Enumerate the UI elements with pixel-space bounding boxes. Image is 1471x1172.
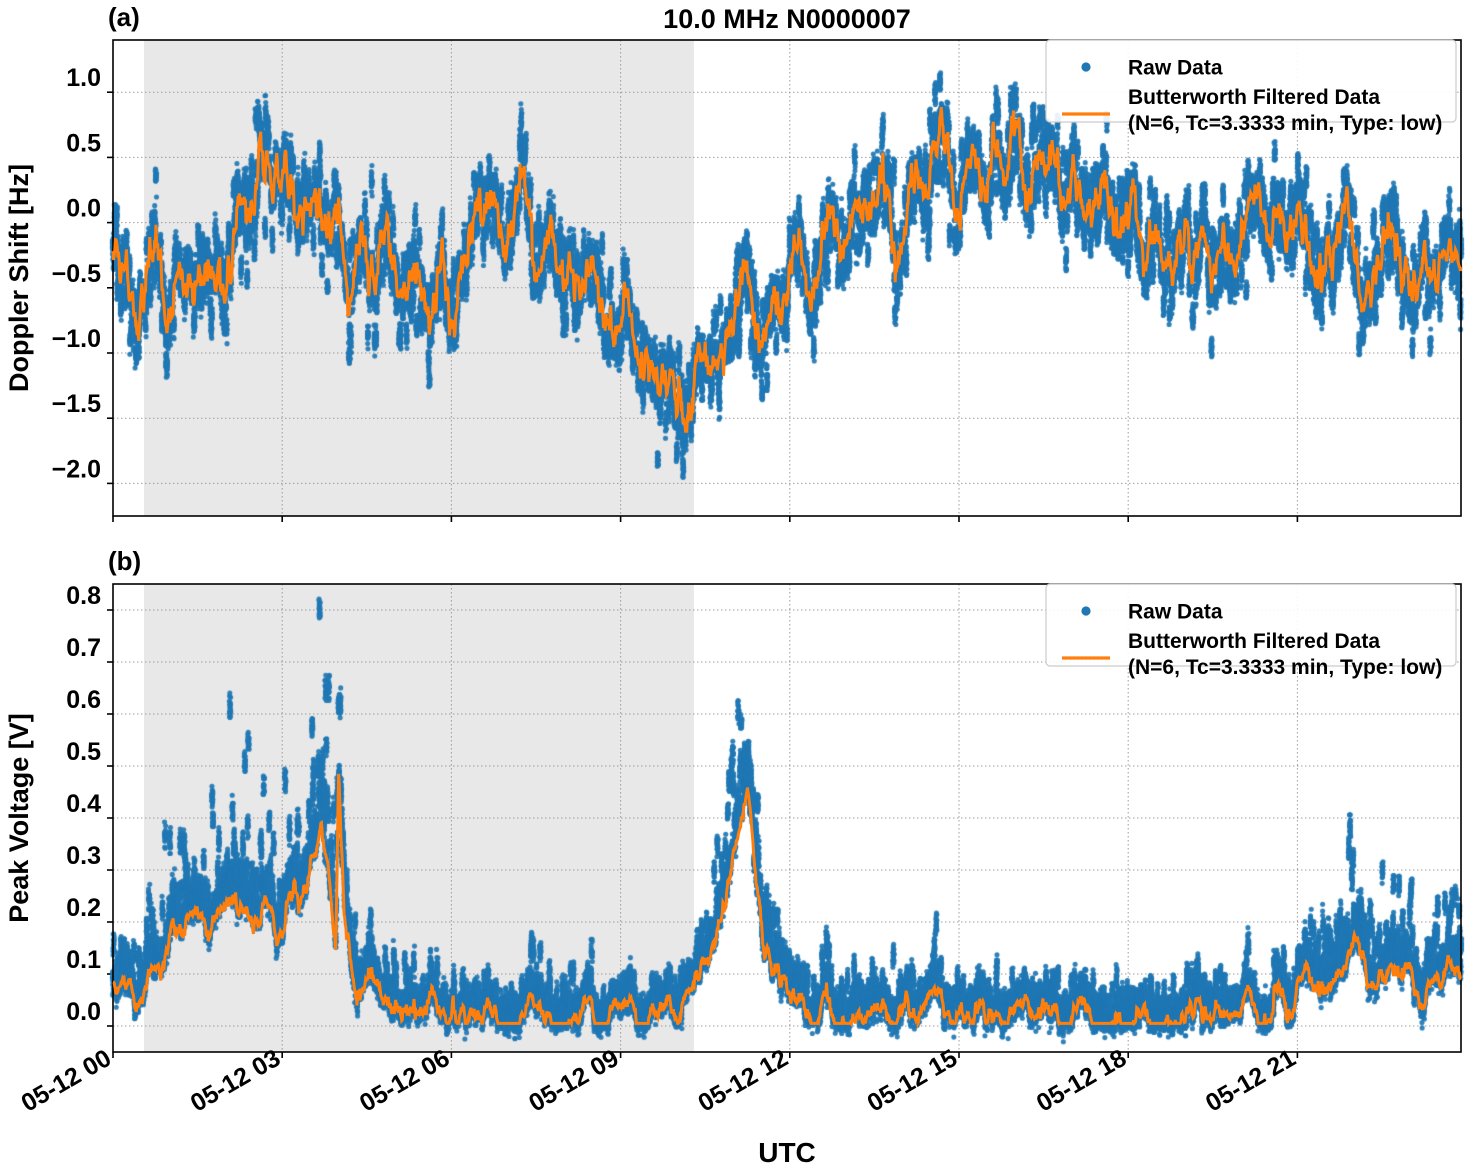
svg-text:05-12 00: 05-12 00 — [17, 1044, 116, 1118]
svg-text:0.0: 0.0 — [66, 998, 101, 1026]
svg-text:Doppler Shift [Hz]: Doppler Shift [Hz] — [4, 164, 34, 392]
svg-text:05-12 15: 05-12 15 — [863, 1044, 963, 1118]
svg-text:05-12 21: 05-12 21 — [1201, 1044, 1301, 1118]
svg-text:−1.0: −1.0 — [52, 325, 101, 353]
svg-text:Peak Voltage [V]: Peak Voltage [V] — [4, 713, 34, 923]
svg-text:(N=6, Tc=3.3333 min, Type: low: (N=6, Tc=3.3333 min, Type: low) — [1128, 112, 1442, 135]
svg-text:10.0 MHz N0000007: 10.0 MHz N0000007 — [663, 4, 911, 34]
svg-text:05-12 12: 05-12 12 — [693, 1044, 792, 1118]
svg-text:−0.5: −0.5 — [52, 260, 101, 288]
svg-text:(a): (a) — [108, 2, 140, 32]
svg-text:05-12 18: 05-12 18 — [1032, 1044, 1132, 1118]
svg-text:Butterworth Filtered Data: Butterworth Filtered Data — [1128, 86, 1380, 109]
svg-text:0.2: 0.2 — [66, 894, 101, 922]
svg-text:1.0: 1.0 — [66, 64, 101, 92]
svg-text:05-12 09: 05-12 09 — [524, 1044, 623, 1118]
svg-text:Raw Data: Raw Data — [1128, 601, 1223, 624]
svg-text:0.6: 0.6 — [66, 686, 101, 714]
svg-text:05-12 06: 05-12 06 — [355, 1044, 454, 1118]
svg-text:(b): (b) — [108, 546, 141, 576]
svg-text:0.3: 0.3 — [66, 842, 101, 870]
svg-text:−2.0: −2.0 — [52, 455, 101, 483]
svg-text:0.5: 0.5 — [66, 738, 101, 766]
svg-text:0.5: 0.5 — [66, 129, 101, 157]
svg-text:UTC: UTC — [758, 1137, 816, 1168]
svg-text:0.1: 0.1 — [66, 946, 101, 974]
svg-text:Raw Data: Raw Data — [1128, 57, 1223, 80]
svg-text:05-12 03: 05-12 03 — [186, 1044, 285, 1118]
svg-text:0.0: 0.0 — [66, 195, 101, 223]
svg-text:0.8: 0.8 — [66, 582, 101, 610]
svg-text:Butterworth Filtered Data: Butterworth Filtered Data — [1128, 630, 1380, 653]
svg-text:−1.5: −1.5 — [52, 390, 101, 418]
svg-text:0.7: 0.7 — [66, 634, 101, 662]
svg-text:0.4: 0.4 — [66, 790, 101, 818]
svg-text:(N=6, Tc=3.3333 min, Type: low: (N=6, Tc=3.3333 min, Type: low) — [1128, 656, 1442, 679]
